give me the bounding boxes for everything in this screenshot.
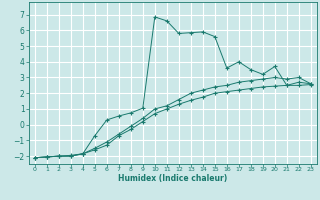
X-axis label: Humidex (Indice chaleur): Humidex (Indice chaleur): [118, 174, 228, 183]
